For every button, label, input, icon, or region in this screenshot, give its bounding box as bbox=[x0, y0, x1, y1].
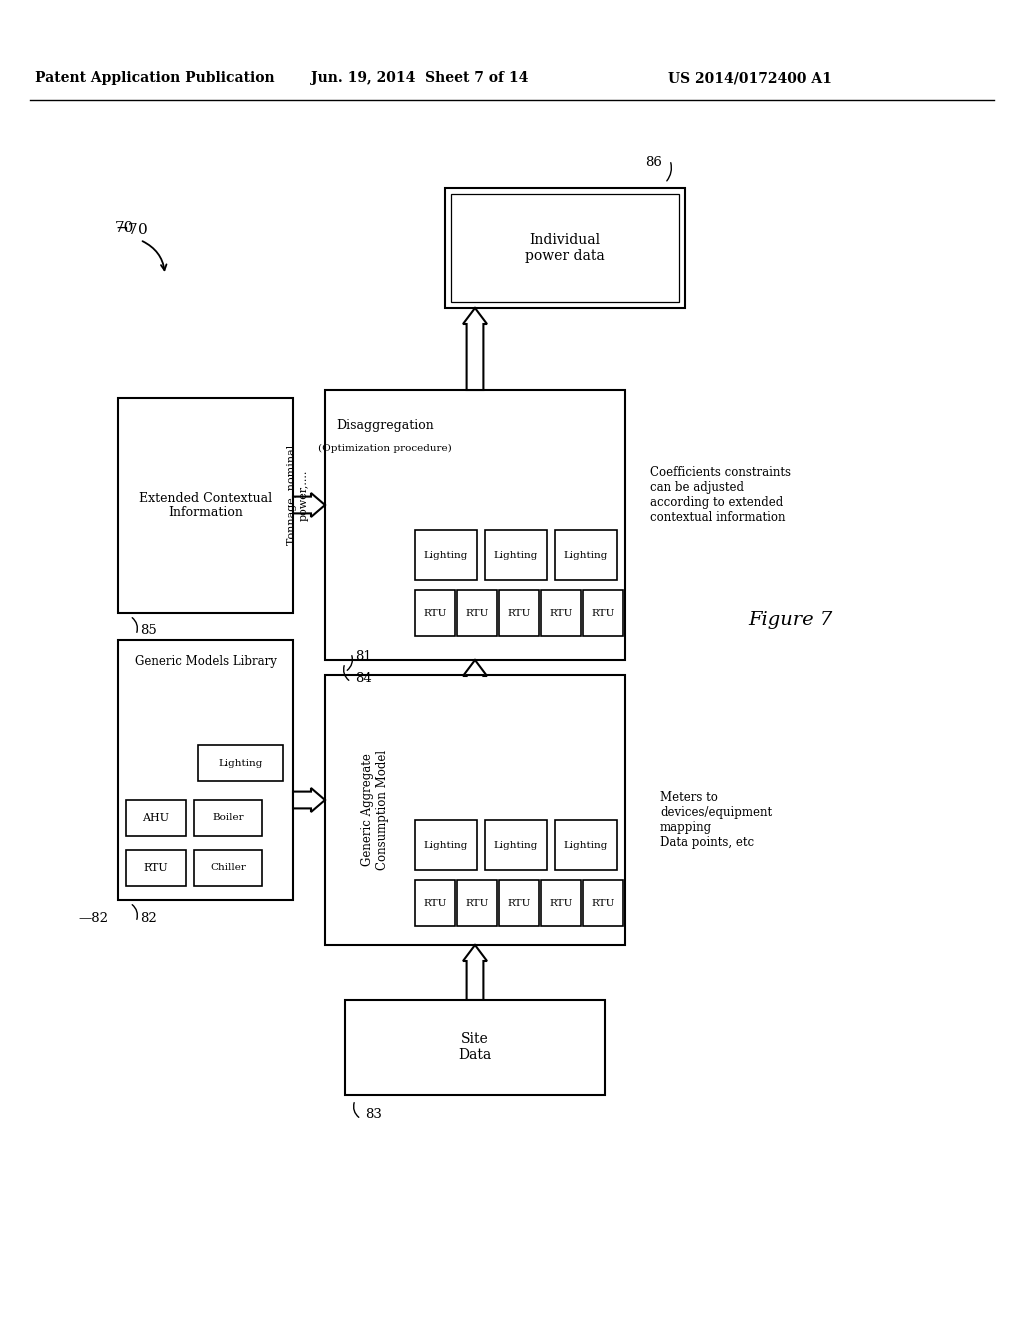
Polygon shape bbox=[463, 945, 487, 1001]
Text: 84: 84 bbox=[355, 672, 372, 685]
Text: RTU: RTU bbox=[591, 609, 614, 618]
Text: Figure 7: Figure 7 bbox=[748, 611, 833, 630]
Bar bbox=[415, 880, 455, 927]
Bar bbox=[485, 820, 547, 870]
Text: Coefficients constraints
can be adjusted
according to extended
contextual inform: Coefficients constraints can be adjusted… bbox=[650, 466, 791, 524]
Text: (Optimization procedure): (Optimization procedure) bbox=[318, 444, 452, 453]
Text: RTU: RTU bbox=[423, 899, 446, 908]
Text: RTU: RTU bbox=[465, 609, 488, 618]
Text: RTU: RTU bbox=[507, 899, 530, 908]
Text: 70: 70 bbox=[115, 220, 134, 235]
Text: Meters to
devices/equipment
mapping
Data points, etc: Meters to devices/equipment mapping Data… bbox=[660, 791, 772, 849]
Text: RTU: RTU bbox=[507, 609, 530, 618]
Polygon shape bbox=[463, 308, 487, 389]
Bar bbox=[118, 399, 293, 612]
Bar bbox=[126, 850, 186, 886]
Text: 81: 81 bbox=[355, 651, 372, 664]
Text: Extended Contextual
Information: Extended Contextual Information bbox=[139, 491, 272, 520]
Text: Generic Aggregate
Consumption Model: Generic Aggregate Consumption Model bbox=[361, 750, 389, 870]
Text: 85: 85 bbox=[140, 624, 157, 638]
Text: Chiller: Chiller bbox=[210, 863, 246, 873]
Text: $\neg$70: $\neg$70 bbox=[115, 223, 148, 238]
Text: 83: 83 bbox=[365, 1109, 382, 1122]
Bar bbox=[325, 389, 625, 660]
Text: Lighting: Lighting bbox=[494, 550, 539, 560]
Polygon shape bbox=[293, 492, 325, 517]
Bar bbox=[541, 590, 581, 636]
Text: AHU: AHU bbox=[142, 813, 170, 822]
Bar bbox=[325, 675, 625, 945]
Bar bbox=[118, 640, 293, 900]
Bar bbox=[198, 744, 283, 781]
Bar bbox=[445, 187, 685, 308]
Text: Boiler: Boiler bbox=[212, 813, 244, 822]
Bar bbox=[485, 531, 547, 579]
Text: RTU: RTU bbox=[591, 899, 614, 908]
Text: Site
Data: Site Data bbox=[459, 1032, 492, 1063]
Bar bbox=[499, 880, 539, 927]
Text: RTU: RTU bbox=[423, 609, 446, 618]
Bar bbox=[126, 800, 186, 836]
Text: Lighting: Lighting bbox=[218, 759, 263, 767]
Bar bbox=[583, 880, 623, 927]
Bar bbox=[194, 800, 262, 836]
Polygon shape bbox=[463, 660, 487, 676]
Bar bbox=[457, 880, 497, 927]
Text: Patent Application Publication: Patent Application Publication bbox=[35, 71, 274, 84]
Text: Tonnage, nominal
power,....: Tonnage, nominal power,.... bbox=[287, 445, 309, 545]
Text: Disaggregation: Disaggregation bbox=[336, 420, 434, 433]
Text: Lighting: Lighting bbox=[564, 841, 608, 850]
Bar bbox=[555, 820, 617, 870]
Text: Individual
power data: Individual power data bbox=[525, 232, 605, 263]
Bar bbox=[457, 590, 497, 636]
Bar bbox=[583, 590, 623, 636]
Text: Generic Models Library: Generic Models Library bbox=[134, 656, 276, 668]
Bar bbox=[345, 1001, 605, 1096]
Text: RTU: RTU bbox=[549, 609, 572, 618]
Text: RTU: RTU bbox=[549, 899, 572, 908]
Text: Jun. 19, 2014  Sheet 7 of 14: Jun. 19, 2014 Sheet 7 of 14 bbox=[311, 71, 528, 84]
Polygon shape bbox=[293, 788, 325, 812]
Bar bbox=[499, 590, 539, 636]
Bar bbox=[415, 590, 455, 636]
Text: Lighting: Lighting bbox=[564, 550, 608, 560]
Bar bbox=[194, 850, 262, 886]
Text: Lighting: Lighting bbox=[424, 841, 468, 850]
Text: RTU: RTU bbox=[465, 899, 488, 908]
Bar bbox=[415, 820, 477, 870]
Text: RTU: RTU bbox=[143, 863, 168, 873]
Bar bbox=[555, 531, 617, 579]
Text: US 2014/0172400 A1: US 2014/0172400 A1 bbox=[668, 71, 831, 84]
Text: 82: 82 bbox=[140, 912, 157, 924]
Text: —82: —82 bbox=[78, 912, 108, 924]
Text: Lighting: Lighting bbox=[424, 550, 468, 560]
Text: 86: 86 bbox=[645, 157, 662, 169]
Bar bbox=[415, 531, 477, 579]
Text: Lighting: Lighting bbox=[494, 841, 539, 850]
Bar bbox=[541, 880, 581, 927]
Bar bbox=[451, 194, 679, 302]
